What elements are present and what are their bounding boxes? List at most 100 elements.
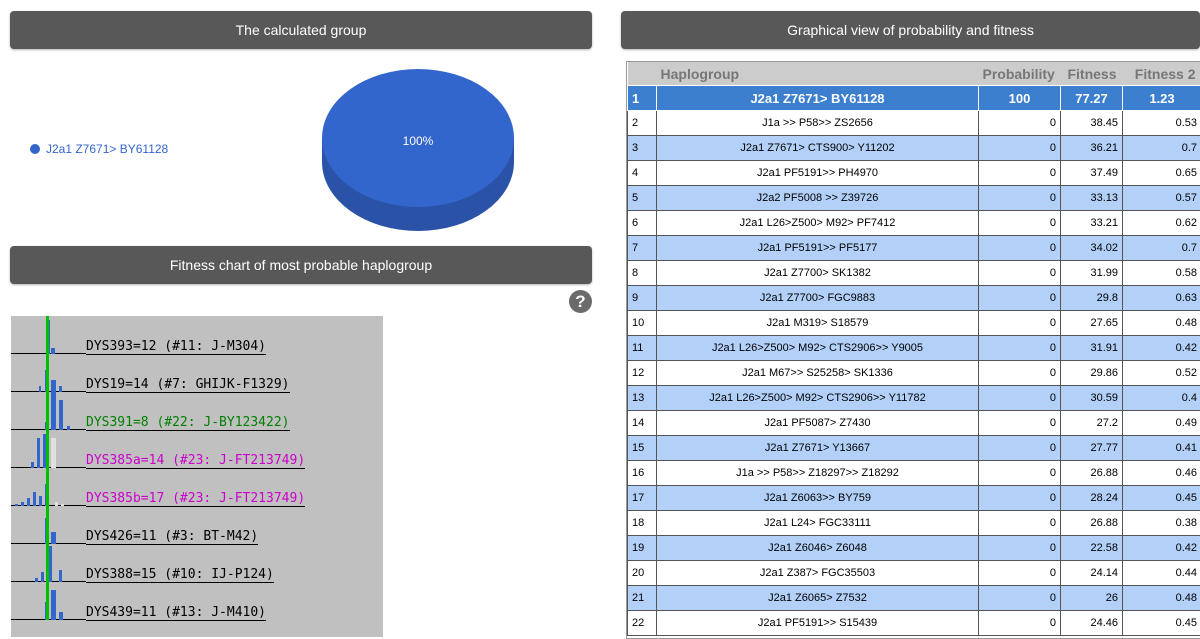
row-fitness: 27.65 <box>1061 311 1123 336</box>
pie-chart[interactable]: 100% <box>320 62 520 242</box>
row-fitness2: 0.7 <box>1123 236 1200 261</box>
row-index: 7 <box>628 236 657 261</box>
row-haplogroup: J2a1 Z7700> SK1382 <box>657 261 979 286</box>
fitness-bar <box>27 498 30 506</box>
row-index: 20 <box>628 561 657 586</box>
row-fitness: 31.99 <box>1061 261 1123 286</box>
row-probability: 0 <box>979 211 1061 236</box>
row-index: 1 <box>628 86 657 111</box>
row-haplogroup: J2a1 L24> FGC33111 <box>657 511 979 536</box>
row-fitness: 26.88 <box>1061 511 1123 536</box>
row-probability: 0 <box>979 486 1061 511</box>
fitness-bar <box>41 572 44 582</box>
row-index: 12 <box>628 361 657 386</box>
help-icon[interactable]: ? <box>569 290 592 313</box>
row-fitness: 29.86 <box>1061 361 1123 386</box>
row-fitness2: 0.58 <box>1123 261 1200 286</box>
fitness-label: DYS391=8 (#22: J-BY123422) <box>86 415 290 431</box>
col-header-fitness[interactable]: Fitness <box>1061 62 1123 86</box>
row-haplogroup: J2a1 PF5087> Z7430 <box>657 411 979 436</box>
row-fitness: 30.59 <box>1061 386 1123 411</box>
row-index: 16 <box>628 461 657 486</box>
row-fitness: 77.27 <box>1061 86 1123 111</box>
row-haplogroup: J1a >> P58>> ZS2656 <box>657 111 979 136</box>
fitness-label: DYS385b=17 (#23: J-FT213749) <box>86 491 305 507</box>
row-fitness: 24.46 <box>1061 611 1123 636</box>
fitness-bar <box>59 612 63 620</box>
row-index: 14 <box>628 411 657 436</box>
row-index: 11 <box>628 336 657 361</box>
row-fitness: 24.14 <box>1061 561 1123 586</box>
row-index: 21 <box>628 586 657 611</box>
fitness-marker <box>46 354 49 392</box>
row-haplogroup: J2a1 M67>> S25258> SK1336 <box>657 361 979 386</box>
row-fitness2: 0.53 <box>1123 111 1200 136</box>
fitness-marker <box>46 544 49 582</box>
row-haplogroup: J2a1 PF5191>> PH4970 <box>657 161 979 186</box>
fitness-marker <box>46 392 49 430</box>
row-haplogroup: J2a1 PF5191>> PF5177 <box>657 236 979 261</box>
row-fitness2: 0.38 <box>1123 511 1200 536</box>
row-fitness2: 0.45 <box>1123 486 1200 511</box>
fitness-marker <box>46 506 49 544</box>
fitness-row: DYS19=14 (#7: GHIJK-F1329) <box>11 354 383 392</box>
row-fitness: 37.49 <box>1061 161 1123 186</box>
row-fitness2: 0.49 <box>1123 411 1200 436</box>
table-header-row: Haplogroup Probability Fitness Fitness 2 <box>628 62 1200 86</box>
col-header-haplogroup[interactable]: Haplogroup <box>657 62 979 86</box>
fitness-bar <box>59 400 63 430</box>
row-probability: 0 <box>979 511 1061 536</box>
fitness-bar <box>51 438 56 468</box>
row-probability: 100 <box>979 86 1061 111</box>
row-fitness2: 0.63 <box>1123 286 1200 311</box>
row-haplogroup: J2a1 Z7671> BY61128 <box>657 86 979 111</box>
row-fitness: 28.24 <box>1061 486 1123 511</box>
col-header-probability[interactable]: Probability <box>979 62 1061 86</box>
row-index: 8 <box>628 261 657 286</box>
fitness-row: DYS439=11 (#13: J-M410) <box>11 582 383 620</box>
row-index: 6 <box>628 211 657 236</box>
fitness-label: DYS388=15 (#10: IJ-P124) <box>86 567 274 583</box>
row-fitness: 22.58 <box>1061 536 1123 561</box>
row-fitness: 33.21 <box>1061 211 1123 236</box>
row-haplogroup: J2a1 Z7700> FGC9883 <box>657 286 979 311</box>
row-fitness: 26 <box>1061 586 1123 611</box>
row-fitness: 27.2 <box>1061 411 1123 436</box>
row-fitness2: 0.45 <box>1123 611 1200 636</box>
fitness-row: DYS393=12 (#11: J-M304) <box>11 316 383 354</box>
fitness-bar <box>37 438 40 468</box>
fitness-bar <box>33 492 36 506</box>
row-index: 22 <box>628 611 657 636</box>
row-fitness: 27.77 <box>1061 436 1123 461</box>
pie-legend[interactable]: J2a1 Z7671> BY61128 <box>30 142 168 156</box>
col-header-fitness2[interactable]: Fitness 2 <box>1123 62 1200 86</box>
fitness-bar <box>51 380 56 392</box>
fitness-bar <box>51 392 56 430</box>
calculated-group-header: The calculated group <box>10 11 592 49</box>
probability-table-container[interactable]: Haplogroup Probability Fitness Fitness 2… <box>626 61 1200 639</box>
row-fitness: 33.13 <box>1061 186 1123 211</box>
row-fitness: 36.21 <box>1061 136 1123 161</box>
